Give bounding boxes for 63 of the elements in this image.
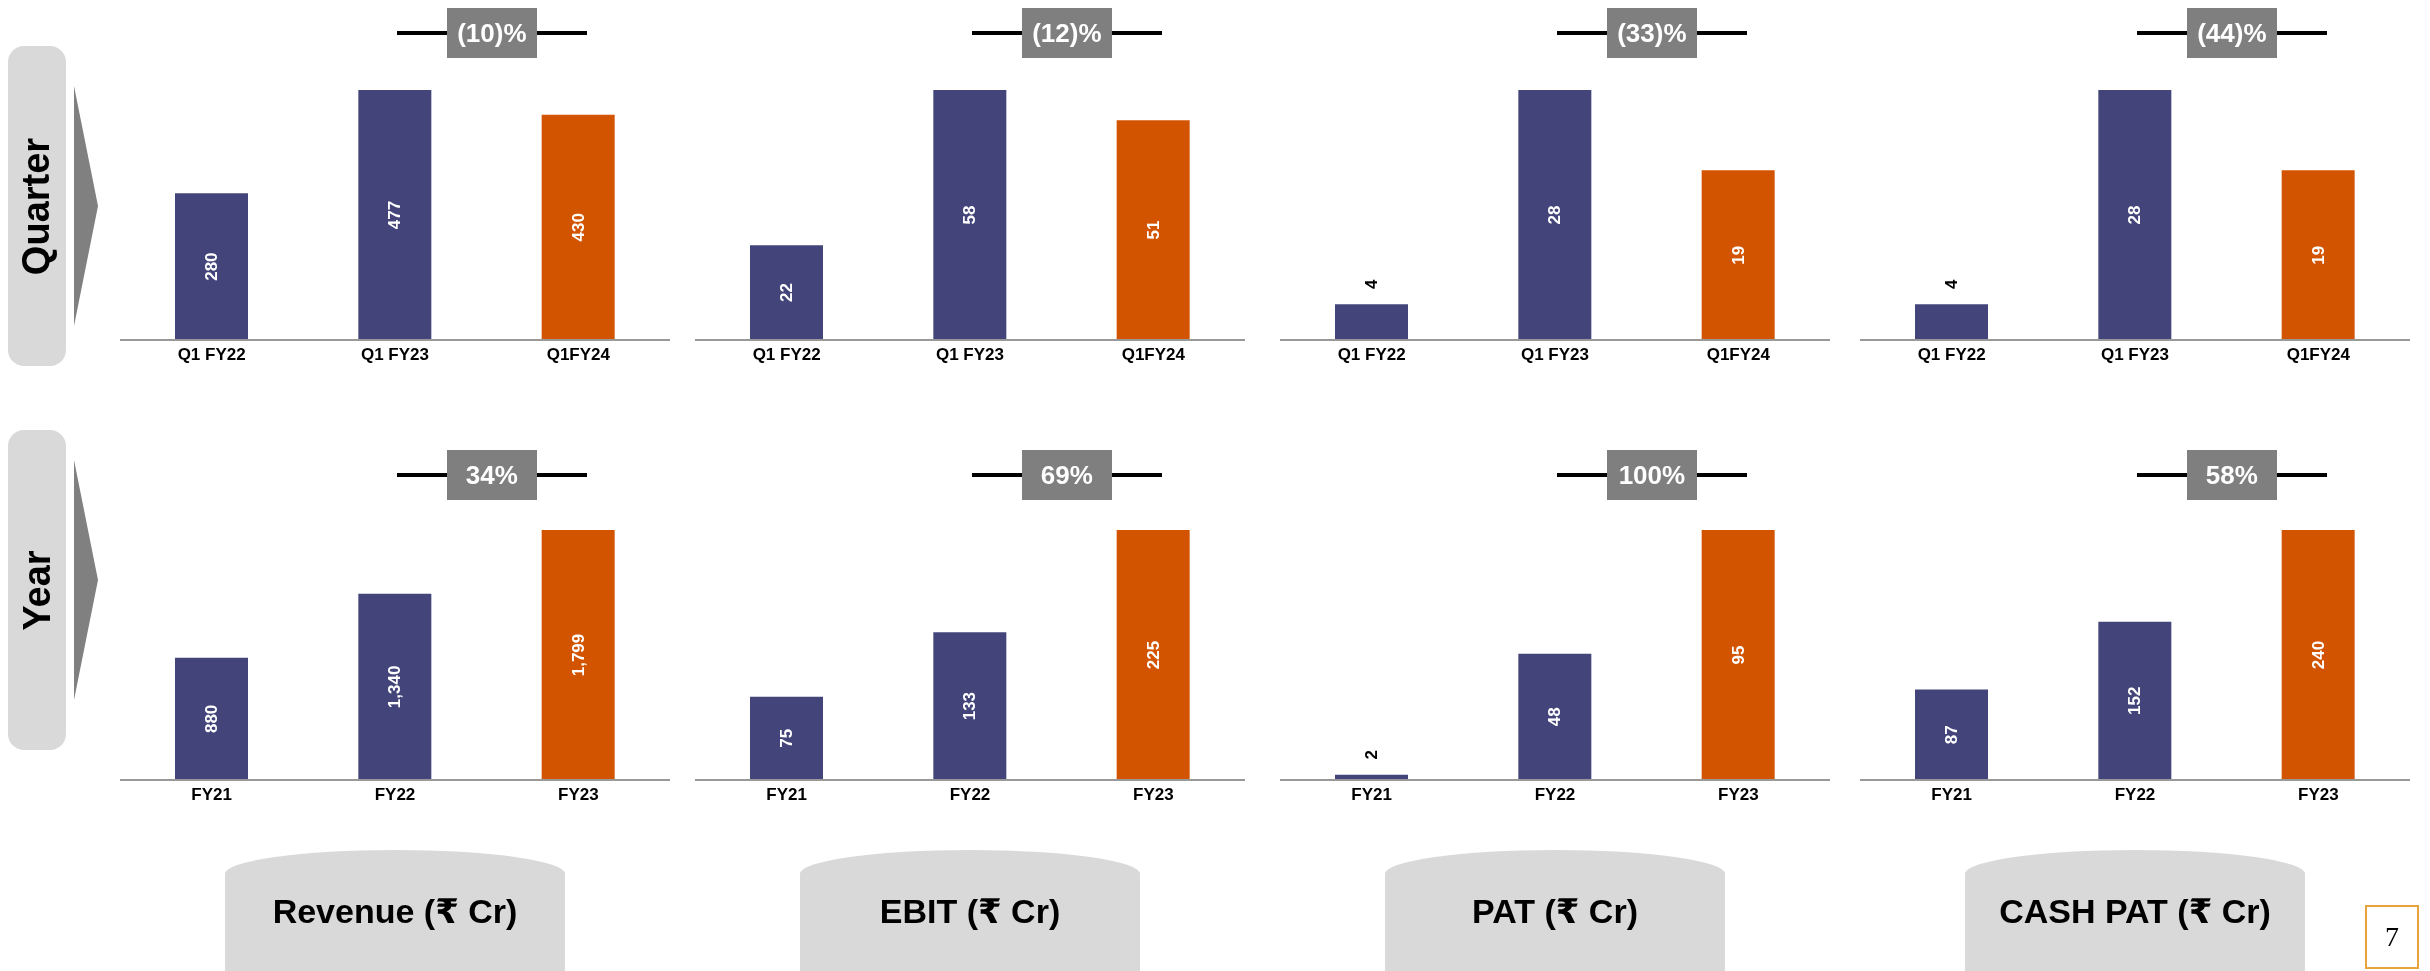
data-label: 280 [202,252,221,281]
x-axis-title: CASH PAT (₹ Cr) [1965,850,2305,971]
data-label: 51 [1143,220,1163,240]
x-tick-label: Q1FY24 [2286,345,2351,365]
data-label: 19 [1728,245,1748,265]
x-tick-label: FY21 [766,785,807,805]
x-tick-label: FY22 [374,785,416,805]
x-tick-label: Q1 FY23 [1520,345,1590,365]
data-label: 152 [2125,686,2145,716]
data-label: 430 [568,213,588,242]
data-label: 240 [2308,640,2328,670]
x-axis-title: Revenue (₹ Cr) [225,850,565,971]
x-axis-title: PAT (₹ Cr) [1385,850,1725,971]
x-tick-label: Q1FY24 [1121,345,1186,365]
text: 7 [2365,905,2419,969]
y-axis-title: Year [15,549,59,631]
x-tick-label: Q1 FY22 [1337,345,1406,365]
x-tick-label: FY22 [1534,785,1576,805]
data-label: 4 [1362,279,1381,290]
data-label: 880 [202,704,221,734]
x-tick-label: Q1 FY22 [177,345,246,365]
data-label: 28 [1545,205,1565,225]
x-tick-label: FY23 [1718,785,1759,805]
x-tick-label: Q1 FY22 [1917,345,1986,365]
data-label: 58 [960,205,980,225]
x-tick-label: Q1 FY23 [2100,345,2170,365]
text: (12)% [1021,8,1112,58]
text: 58% [2186,450,2277,500]
text: (33)% [1606,8,1697,58]
data-label: 1,340 [385,665,405,709]
data-label: 2 [1362,750,1381,760]
x-tick-label: FY23 [1133,785,1174,805]
x-tick-label: FY22 [949,785,991,805]
x-tick-label: Q1FY24 [1706,345,1771,365]
x-tick-label: FY23 [558,785,599,805]
x-tick-label: FY21 [191,785,232,805]
x-tick-label: FY21 [1931,785,1972,805]
x-axis-title: EBIT (₹ Cr) [800,850,1140,971]
data-label: 28 [2125,205,2145,225]
data-label: 4 [1942,279,1961,290]
text: 100% [1606,450,1697,500]
x-tick-label: Q1FY24 [546,345,611,365]
data-label: 75 [777,728,796,748]
data-label: 87 [1942,725,1961,745]
data-label: 225 [1143,640,1163,670]
text: (44)% [2186,8,2277,58]
text: 69% [1021,450,1112,500]
x-tick-label: Q1 FY22 [752,345,821,365]
data-label: 477 [385,200,405,230]
x-tick-label: FY22 [2114,785,2156,805]
data-label: 133 [960,691,980,721]
data-label: 19 [2308,245,2328,265]
x-tick-label: Q1 FY23 [935,345,1005,365]
data-label: 1,799 [568,633,588,677]
data-label: 22 [777,283,796,303]
x-tick-label: FY21 [1351,785,1392,805]
x-tick-label: Q1 FY23 [360,345,430,365]
text: (10)% [446,8,537,58]
data-label: 48 [1545,707,1565,727]
x-tick-label: FY23 [2298,785,2339,805]
y-axis-title: Quarter [15,137,59,275]
data-label: 95 [1728,645,1748,665]
text: 34% [446,450,537,500]
